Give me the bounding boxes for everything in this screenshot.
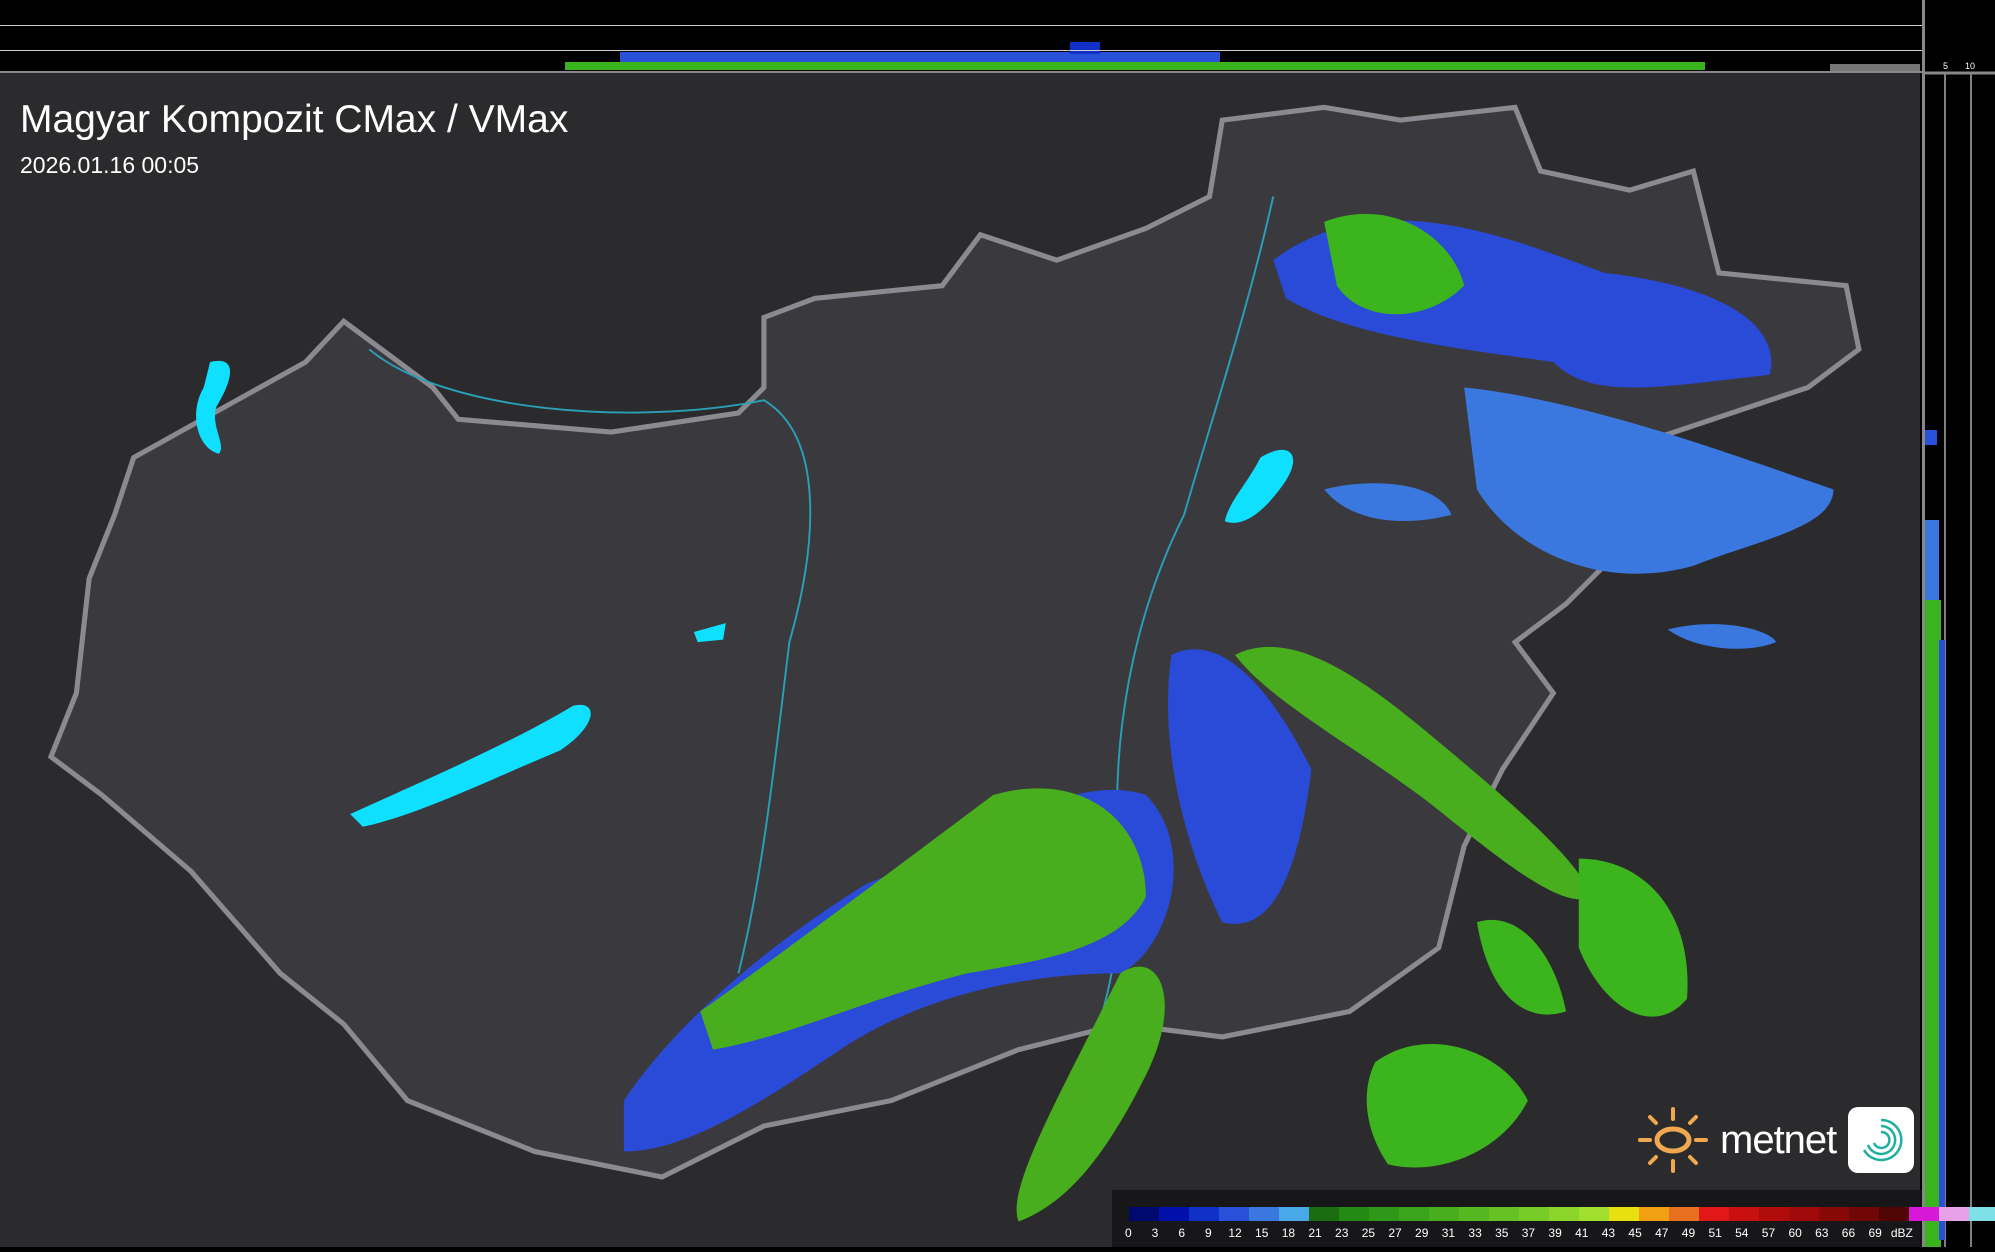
legend-swatch — [1369, 1207, 1399, 1221]
metnet-logo: metnet — [1638, 1105, 1915, 1175]
legend-label: 27 — [1388, 1226, 1402, 1240]
legend-label: 35 — [1495, 1226, 1509, 1240]
top-profile-echoes — [565, 42, 1920, 71]
legend-label: 47 — [1655, 1226, 1669, 1240]
gridline — [0, 25, 1922, 26]
tick-label: 5 — [1943, 61, 1949, 71]
legend-swatch — [1729, 1207, 1759, 1221]
legend-label: 57 — [1761, 1226, 1776, 1240]
legend-swatch — [1129, 1207, 1159, 1221]
legend-swatch — [1609, 1207, 1639, 1221]
danube-river — [368, 348, 812, 974]
legend-swatch — [1969, 1207, 1995, 1221]
hungary-outline — [47, 104, 1862, 1180]
brand-name: metnet — [1720, 1117, 1837, 1162]
legend-swatch — [1399, 1207, 1429, 1221]
legend-swatch — [1339, 1207, 1369, 1221]
legend-swatch — [1669, 1207, 1699, 1221]
legend-swatch — [1699, 1207, 1729, 1221]
legend-label: 51 — [1708, 1226, 1722, 1240]
legend-swatches — [1129, 1207, 1995, 1221]
legend-label: 49 — [1681, 1226, 1696, 1240]
legend-swatch — [1489, 1207, 1519, 1221]
timestamp: 2026.01.16 00:05 — [20, 152, 200, 178]
page-title: Magyar Kompozit CMax / VMax — [20, 98, 569, 141]
legend-label: 69 — [1868, 1226, 1882, 1240]
legend-swatch — [1519, 1207, 1549, 1221]
legend-label: 12 — [1228, 1226, 1242, 1240]
legend-label: 3 — [1151, 1226, 1159, 1240]
lake-neusiedl — [196, 360, 231, 454]
legend-labels: 0 3 6 9 12 15 18 21 23 25 27 29 31 33 35 37 39 41 43 45 47 49… — [1115, 1226, 1915, 1240]
legend-label: 39 — [1548, 1226, 1562, 1240]
lake-balaton — [350, 704, 591, 827]
legend-label: 6 — [1178, 1226, 1186, 1240]
precipitation-echoes — [623, 213, 1834, 1222]
legend-label: 37 — [1521, 1226, 1536, 1240]
legend-label: 45 — [1628, 1226, 1642, 1240]
legend-swatch — [1789, 1207, 1819, 1221]
sun-icon — [1638, 1107, 1708, 1173]
tick-label: 10 — [1965, 61, 1976, 71]
right-profile-echoes — [1925, 71, 1995, 1247]
legend-label: 43 — [1601, 1226, 1616, 1240]
legend-swatch — [1879, 1207, 1909, 1221]
lake-velence — [693, 623, 726, 643]
legend-swatch — [1909, 1207, 1939, 1221]
legend-label: 15 — [1255, 1226, 1269, 1240]
dbz-legend: 0 3 6 9 12 15 18 21 23 25 27 29 31 33 35 37 39 41 43 45 47 49… — [1112, 1190, 1995, 1247]
map-svg — [47, 104, 1862, 1222]
legend-swatch — [1219, 1207, 1249, 1221]
legend-label: 29 — [1415, 1226, 1429, 1240]
legend-label: 18 — [1281, 1226, 1296, 1240]
legend-swatch — [1849, 1207, 1879, 1221]
legend-swatch — [1639, 1207, 1669, 1221]
spiral-icon — [1863, 1118, 1903, 1162]
legend-label: 33 — [1468, 1226, 1482, 1240]
legend-label: 41 — [1575, 1226, 1589, 1240]
app-icon — [1848, 1107, 1915, 1173]
legend-label: 9 — [1205, 1226, 1212, 1240]
legend-swatch — [1459, 1207, 1489, 1221]
legend-label: 0 — [1124, 1226, 1132, 1240]
legend-label: 63 — [1815, 1226, 1829, 1240]
legend-swatch — [1579, 1207, 1609, 1221]
legend-label: 23 — [1335, 1226, 1349, 1240]
legend-swatch — [1759, 1207, 1789, 1221]
lake-tisza — [1224, 449, 1294, 523]
legend-swatch — [1249, 1207, 1279, 1221]
gridline — [0, 50, 1922, 51]
legend-label: 66 — [1841, 1226, 1856, 1240]
legend-swatch — [1549, 1207, 1579, 1221]
legend-swatch — [1159, 1207, 1189, 1221]
right-profile-strip — [1922, 0, 1995, 1247]
legend-swatch — [1819, 1207, 1849, 1221]
legend-label: 54 — [1735, 1226, 1749, 1240]
radar-map[interactable] — [0, 73, 1920, 1247]
legend-label: 60 — [1788, 1226, 1802, 1240]
legend-label: 25 — [1361, 1226, 1376, 1240]
top-profile-strip — [0, 0, 1922, 73]
legend-swatch — [1939, 1207, 1969, 1221]
legend-swatch — [1279, 1207, 1309, 1221]
legend-swatch — [1309, 1207, 1339, 1221]
legend-label: dBZ — [1890, 1226, 1913, 1240]
legend-label: 31 — [1441, 1226, 1456, 1240]
legend-swatch — [1429, 1207, 1459, 1221]
legend-label: 21 — [1308, 1226, 1322, 1240]
legend-swatch — [1189, 1207, 1219, 1221]
